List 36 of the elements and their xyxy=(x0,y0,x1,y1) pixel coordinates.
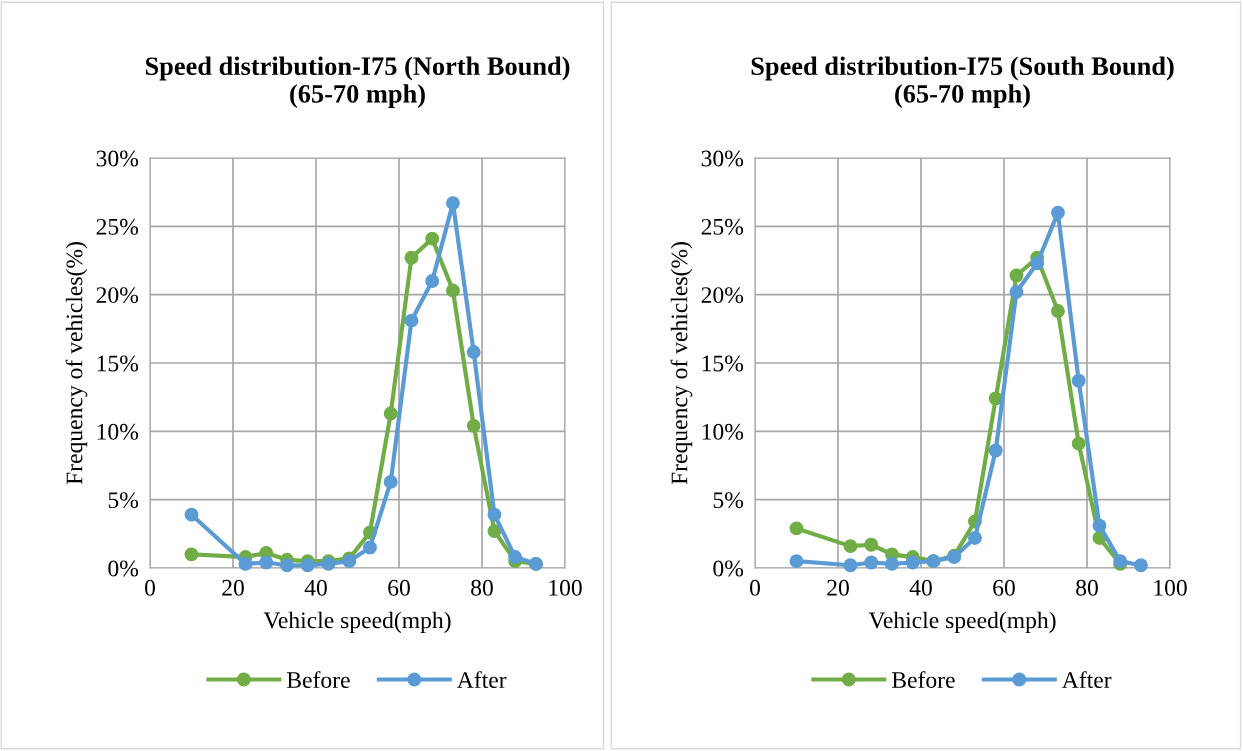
x-axis-title: Vehicle speed(mph) xyxy=(263,611,451,634)
legend-label: Before xyxy=(891,671,955,689)
x-tick-label: 100 xyxy=(1154,579,1187,596)
y-axis-title: Frequency of vehicles(%) xyxy=(65,242,88,485)
legend-label: After xyxy=(457,671,507,689)
y-tick-label: 15% xyxy=(97,355,139,372)
x-tick-label: 60 xyxy=(993,579,1015,596)
chart-title: Speed distribution-I75 (North Bound) (65-70 mph) xyxy=(145,56,570,109)
x-tick-label: 80 xyxy=(1076,579,1098,596)
y-tick-label: 0% xyxy=(713,560,744,577)
y-tick-label: 10% xyxy=(702,423,744,440)
x-tick-label: 0 xyxy=(750,579,760,596)
y-tick-label: 25% xyxy=(96,218,139,235)
y-tick-label: 5% xyxy=(713,492,744,509)
y-tick-label: 0% xyxy=(108,560,139,577)
x-tick-label: 20 xyxy=(827,579,849,596)
x-axis-title: Vehicle speed(mph) xyxy=(868,611,1056,634)
chart-title: Speed distribution-I75 (South Bound) (65-70 mph) xyxy=(751,56,1174,109)
x-tick-label: 100 xyxy=(549,579,582,596)
y-axis-title: Frequency of vehicles(%) xyxy=(670,242,693,485)
y-tick-label: 30% xyxy=(701,150,744,167)
x-tick-label: 40 xyxy=(304,579,327,596)
y-tick-label: 30% xyxy=(96,150,139,167)
y-tick-label: 20% xyxy=(96,287,139,304)
y-tick-label: 25% xyxy=(701,218,744,235)
x-tick-label: 20 xyxy=(222,579,244,596)
y-tick-label: 5% xyxy=(108,492,139,509)
y-tick-label: 20% xyxy=(701,287,744,304)
x-tick-label: 80 xyxy=(471,579,493,596)
legend-label: After xyxy=(1062,671,1112,689)
y-tick-label: 15% xyxy=(702,355,744,372)
x-tick-label: 60 xyxy=(388,579,410,596)
y-tick-label: 10% xyxy=(97,423,139,440)
legend-label: Before xyxy=(286,671,350,689)
x-tick-label: 0 xyxy=(145,579,155,596)
x-tick-label: 40 xyxy=(909,579,932,596)
